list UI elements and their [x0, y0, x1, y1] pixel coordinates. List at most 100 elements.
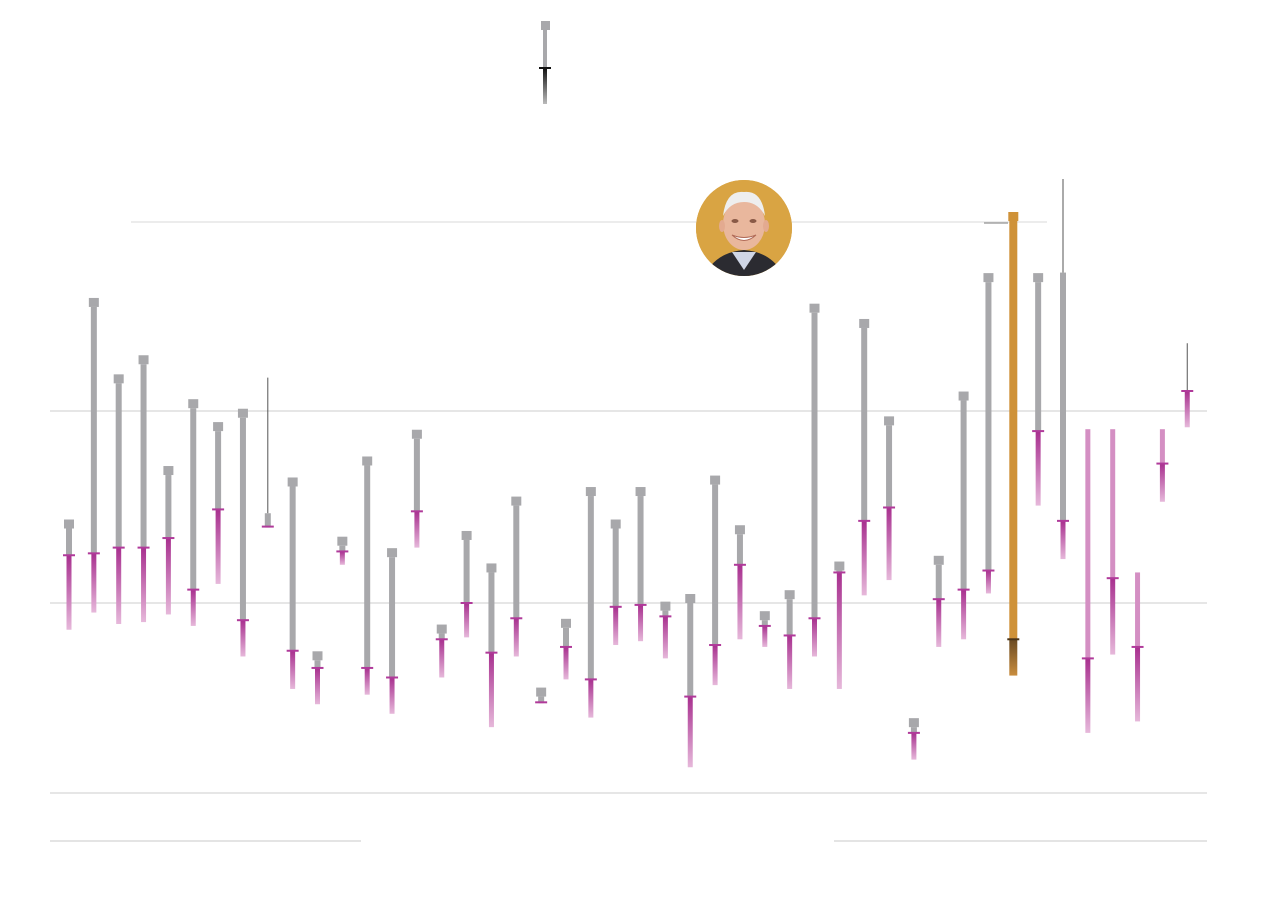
- bar-lower-segment: [190, 589, 196, 626]
- bar-top-marker: [1033, 273, 1044, 283]
- bar-top-marker: [784, 590, 795, 600]
- bar-lower-segment: [66, 555, 72, 630]
- bar-upper-segment: [364, 465, 371, 668]
- bar-top-marker: [710, 475, 721, 485]
- bar-top-marker: [585, 487, 596, 497]
- bar-upper-segment: [1135, 572, 1141, 647]
- bar-upper-segment: [687, 603, 694, 697]
- bar-upper-segment: [662, 610, 669, 617]
- bar-upper-segment: [215, 431, 222, 510]
- bar-top-marker: [113, 374, 124, 384]
- bar-top-marker: [213, 422, 224, 432]
- bar-top-marker: [834, 561, 845, 571]
- bar-top-marker: [610, 519, 621, 529]
- bar-upper-segment: [413, 438, 420, 512]
- bar-lower-segment: [464, 603, 470, 638]
- bar-upper-segment: [190, 408, 197, 590]
- bar-upper-segment: [712, 484, 719, 646]
- bar-upper-segment: [861, 327, 868, 521]
- bar-top-marker: [461, 530, 472, 540]
- bar-upper-segment: [389, 557, 396, 678]
- bar-top-marker: [561, 618, 571, 628]
- bar-upper-segment: [1009, 221, 1018, 640]
- bar-upper-segment: [886, 425, 893, 508]
- bar-upper-segment: [985, 282, 992, 571]
- bar-lower-segment: [439, 639, 445, 678]
- bar-upper-segment: [786, 599, 793, 636]
- bar-upper-segment: [538, 696, 545, 703]
- bar-lower-segment: [662, 616, 668, 659]
- bar-upper-segment: [761, 620, 768, 626]
- bar-upper-segment: [463, 539, 470, 603]
- bar-top-marker: [138, 355, 149, 365]
- bars-group: [63, 178, 1194, 768]
- bar-top-marker: [933, 555, 944, 565]
- bar-upper-segment: [811, 312, 818, 619]
- bar-upper-segment: [165, 475, 172, 539]
- bar-upper-segment: [1085, 429, 1091, 659]
- bar-lower-segment: [339, 551, 345, 565]
- bar-lower-segment: [1110, 578, 1116, 655]
- bar-top-marker: [734, 525, 745, 535]
- bar-upper-segment: [1060, 272, 1066, 521]
- bar-top-marker: [859, 318, 870, 328]
- legend-dark-bar: [543, 68, 547, 104]
- bar-upper-segment: [637, 496, 644, 605]
- bar-lower-segment: [961, 589, 967, 640]
- bar-upper-segment: [910, 727, 917, 733]
- portrait-image: [696, 180, 792, 276]
- bar-upper-segment: [612, 528, 619, 607]
- bar-lower-segment: [389, 677, 395, 714]
- bar-top-marker: [685, 594, 696, 603]
- bar-upper-segment: [140, 364, 147, 548]
- bar-upper-segment: [438, 633, 445, 640]
- bar-lower-segment: [812, 618, 817, 657]
- bar-lower-segment: [787, 635, 793, 689]
- bar-top-marker: [908, 718, 919, 728]
- bar-lower-segment: [290, 650, 296, 689]
- bar-top-marker: [312, 651, 323, 661]
- bar-upper-segment: [587, 496, 594, 680]
- bar-upper-segment: [935, 564, 942, 600]
- bar-top-marker: [486, 563, 497, 573]
- bar-upper-segment: [563, 627, 569, 647]
- bar-top-marker: [884, 416, 895, 426]
- bar-upper-segment: [1035, 282, 1042, 432]
- legend-key: [539, 21, 551, 104]
- bar-upper-segment: [115, 383, 122, 548]
- bar-top-marker: [337, 536, 348, 546]
- bar-top-marker: [387, 548, 398, 558]
- bar-lower-segment: [488, 652, 494, 728]
- bar-lower-segment: [638, 604, 644, 642]
- bar-top-marker: [809, 303, 820, 313]
- bar-lower-segment: [364, 667, 370, 695]
- bar-top-marker: [1008, 212, 1019, 221]
- bar-lower-segment: [836, 572, 842, 689]
- bar-top-marker: [237, 408, 248, 418]
- bar-top-marker: [759, 611, 770, 621]
- bar-lower-segment: [613, 606, 619, 646]
- bar-lower-segment: [886, 507, 892, 581]
- bar-top-marker: [362, 456, 373, 466]
- legend-top-marker: [541, 21, 550, 30]
- bar-top-marker: [511, 496, 522, 506]
- bar-upper-segment: [339, 545, 346, 552]
- bar-upper-segment: [488, 572, 495, 653]
- bar-lower-segment: [215, 509, 221, 584]
- bar-lower-segment: [315, 667, 320, 705]
- bar-top-marker: [188, 399, 199, 409]
- bar-upper-segment: [264, 513, 271, 527]
- gridlines: [50, 221, 1207, 842]
- bar-top-marker: [958, 391, 969, 401]
- bar-lower-segment: [985, 570, 991, 594]
- legend-gray-bar: [543, 30, 547, 68]
- bar-lower-segment: [414, 511, 420, 548]
- bar-lower-segment: [936, 599, 942, 647]
- bar-lower-segment: [737, 564, 743, 640]
- bar-lower-segment: [1135, 646, 1141, 722]
- bar-upper-segment: [1159, 429, 1165, 464]
- bar-lower-segment: [1009, 639, 1018, 676]
- bar-upper-segment: [513, 505, 520, 619]
- bar-lower-segment: [861, 520, 867, 596]
- bar-top-marker: [64, 519, 74, 529]
